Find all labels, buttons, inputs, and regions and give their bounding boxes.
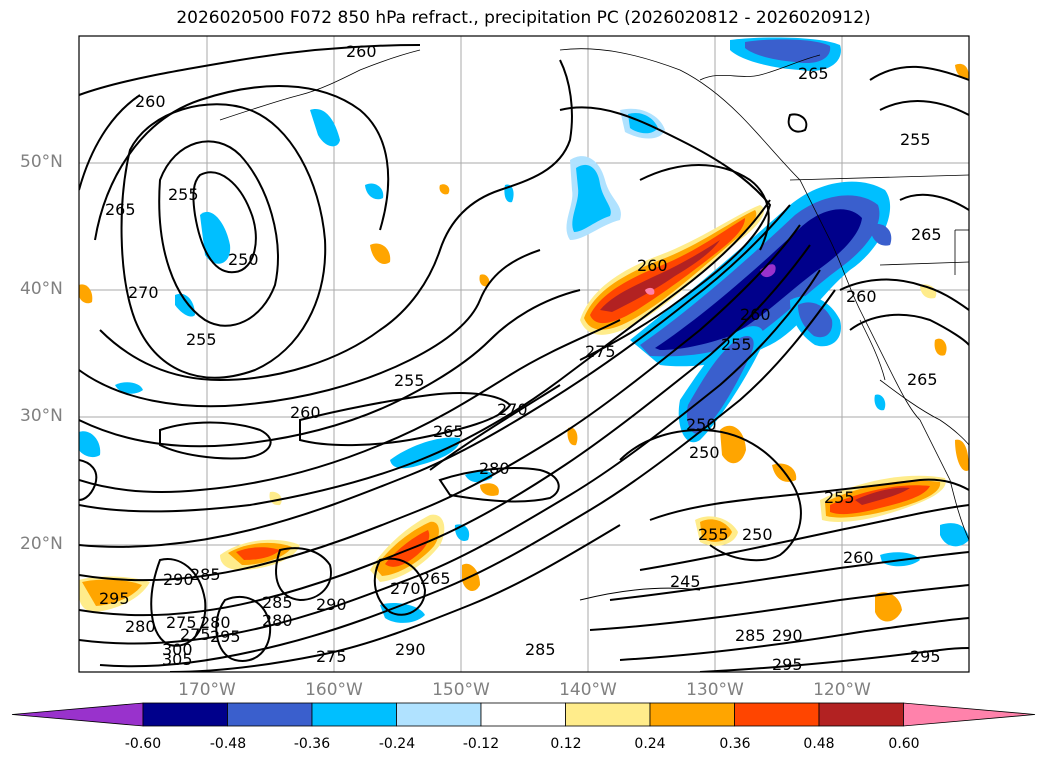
colorbar-tick-label: 0.60	[888, 736, 920, 752]
contour-label: 300	[162, 640, 193, 659]
contour-labels: 260 260 265 255 250 270 255 260 255 265 …	[99, 42, 942, 674]
lon-label: 130°W	[686, 680, 744, 700]
lat-label: 20°N	[20, 534, 63, 554]
colorbar-extend-right	[903, 702, 1036, 727]
contour-label: 270	[497, 400, 528, 419]
contour-label: 295	[772, 655, 803, 674]
contour-label: 295	[910, 647, 941, 666]
contour-label: 250	[689, 443, 720, 462]
colorbar	[11, 702, 1036, 727]
contour-label: 250	[742, 525, 773, 544]
contour-label: 255	[698, 525, 729, 544]
contour-label: 265	[911, 225, 942, 244]
lon-label: 120°W	[813, 680, 871, 700]
lon-label: 170°W	[178, 680, 236, 700]
colorbar-segment	[818, 702, 904, 727]
contour-label: 260	[843, 548, 874, 567]
colorbar-tick-label: -0.48	[209, 736, 247, 752]
contour-label: 260	[346, 42, 377, 61]
colorbar-tick-label: 0.48	[803, 736, 835, 752]
contour-label: 260	[290, 403, 321, 422]
contour-label: 255	[186, 330, 217, 349]
lat-label: 40°N	[20, 279, 63, 299]
refractivity-contours	[79, 44, 969, 672]
contour-label: 260	[740, 305, 771, 324]
lat-label: 30°N	[20, 406, 63, 426]
colorbar-tick-label: 0.36	[719, 736, 751, 752]
coastlines	[219, 48, 969, 541]
contour-label: 250	[228, 250, 259, 269]
contour-label: 265	[907, 370, 938, 389]
contour-label: 280	[200, 613, 231, 632]
colorbar-segment	[311, 702, 397, 727]
colorbar-tick-label: -0.12	[462, 736, 500, 752]
contour-label: 255	[900, 130, 931, 149]
colorbar-tick-label: -0.60	[124, 736, 162, 752]
colorbar-tick-label: -0.36	[293, 736, 331, 752]
lon-label: 140°W	[559, 680, 617, 700]
contour-label: 255	[394, 371, 425, 390]
colorbar-tick-label: -0.24	[378, 736, 416, 752]
colorbar-segment	[396, 702, 482, 727]
contour-label: 275	[166, 613, 197, 632]
contour-label: 255	[721, 335, 752, 354]
contour-label: 290	[316, 595, 347, 614]
contour-label: 280	[262, 611, 293, 630]
lon-label: 150°W	[432, 680, 490, 700]
lat-label: 50°N	[20, 152, 63, 172]
contour-label: 290	[395, 640, 426, 659]
contour-label: 295	[210, 627, 241, 646]
contour-label: 290	[772, 626, 803, 645]
contour-label: 250	[686, 415, 717, 434]
contour-label: 265	[105, 200, 136, 219]
refractivity-contours-thin	[579, 587, 701, 601]
colorbar-segment	[565, 702, 651, 727]
colorbar-segment	[734, 702, 820, 727]
contour-label: 275	[180, 625, 211, 644]
contour-label: 280	[125, 617, 156, 636]
contour-label: 270	[390, 579, 421, 598]
colorbar-segment	[142, 702, 228, 727]
contour-label: 285	[262, 593, 293, 612]
contour-label: 265	[420, 569, 451, 588]
colorbar-extend-left	[11, 702, 144, 727]
colorbar-segment	[480, 702, 566, 727]
precip-positive-shading	[79, 63, 969, 622]
contour-label: 290	[163, 570, 194, 589]
contour-label: 265	[433, 422, 464, 441]
contour-label: 285	[190, 565, 221, 584]
contour-label: 280	[479, 459, 510, 478]
contour-label: 260	[637, 256, 668, 275]
contour-label: 285	[735, 626, 766, 645]
contour-label: 260	[846, 287, 877, 306]
lon-label: 160°W	[305, 680, 363, 700]
contour-label: 295	[99, 589, 130, 608]
contour-label: 255	[824, 488, 855, 507]
contour-label: 270	[128, 283, 159, 302]
contour-label: 255	[168, 185, 199, 204]
contour-label: 265	[798, 64, 829, 83]
colorbar-tick-label: 0.12	[550, 736, 582, 752]
contour-label: 260	[135, 92, 166, 111]
plot-frame	[78, 35, 970, 673]
colorbar-segment	[227, 702, 313, 727]
contour-label: 305	[162, 650, 193, 669]
contour-label: 275	[585, 342, 616, 361]
colorbar-segment	[649, 702, 735, 727]
colorbar-tick-label: 0.24	[634, 736, 666, 752]
contour-label: 285	[525, 640, 556, 659]
contour-label: 275	[316, 647, 347, 666]
map-plot: 260 260 265 255 250 270 255 260 255 265 …	[78, 35, 970, 674]
map-title: 2026020500 F072 850 hPa refract., precip…	[176, 8, 871, 28]
contour-label: 245	[670, 572, 701, 591]
